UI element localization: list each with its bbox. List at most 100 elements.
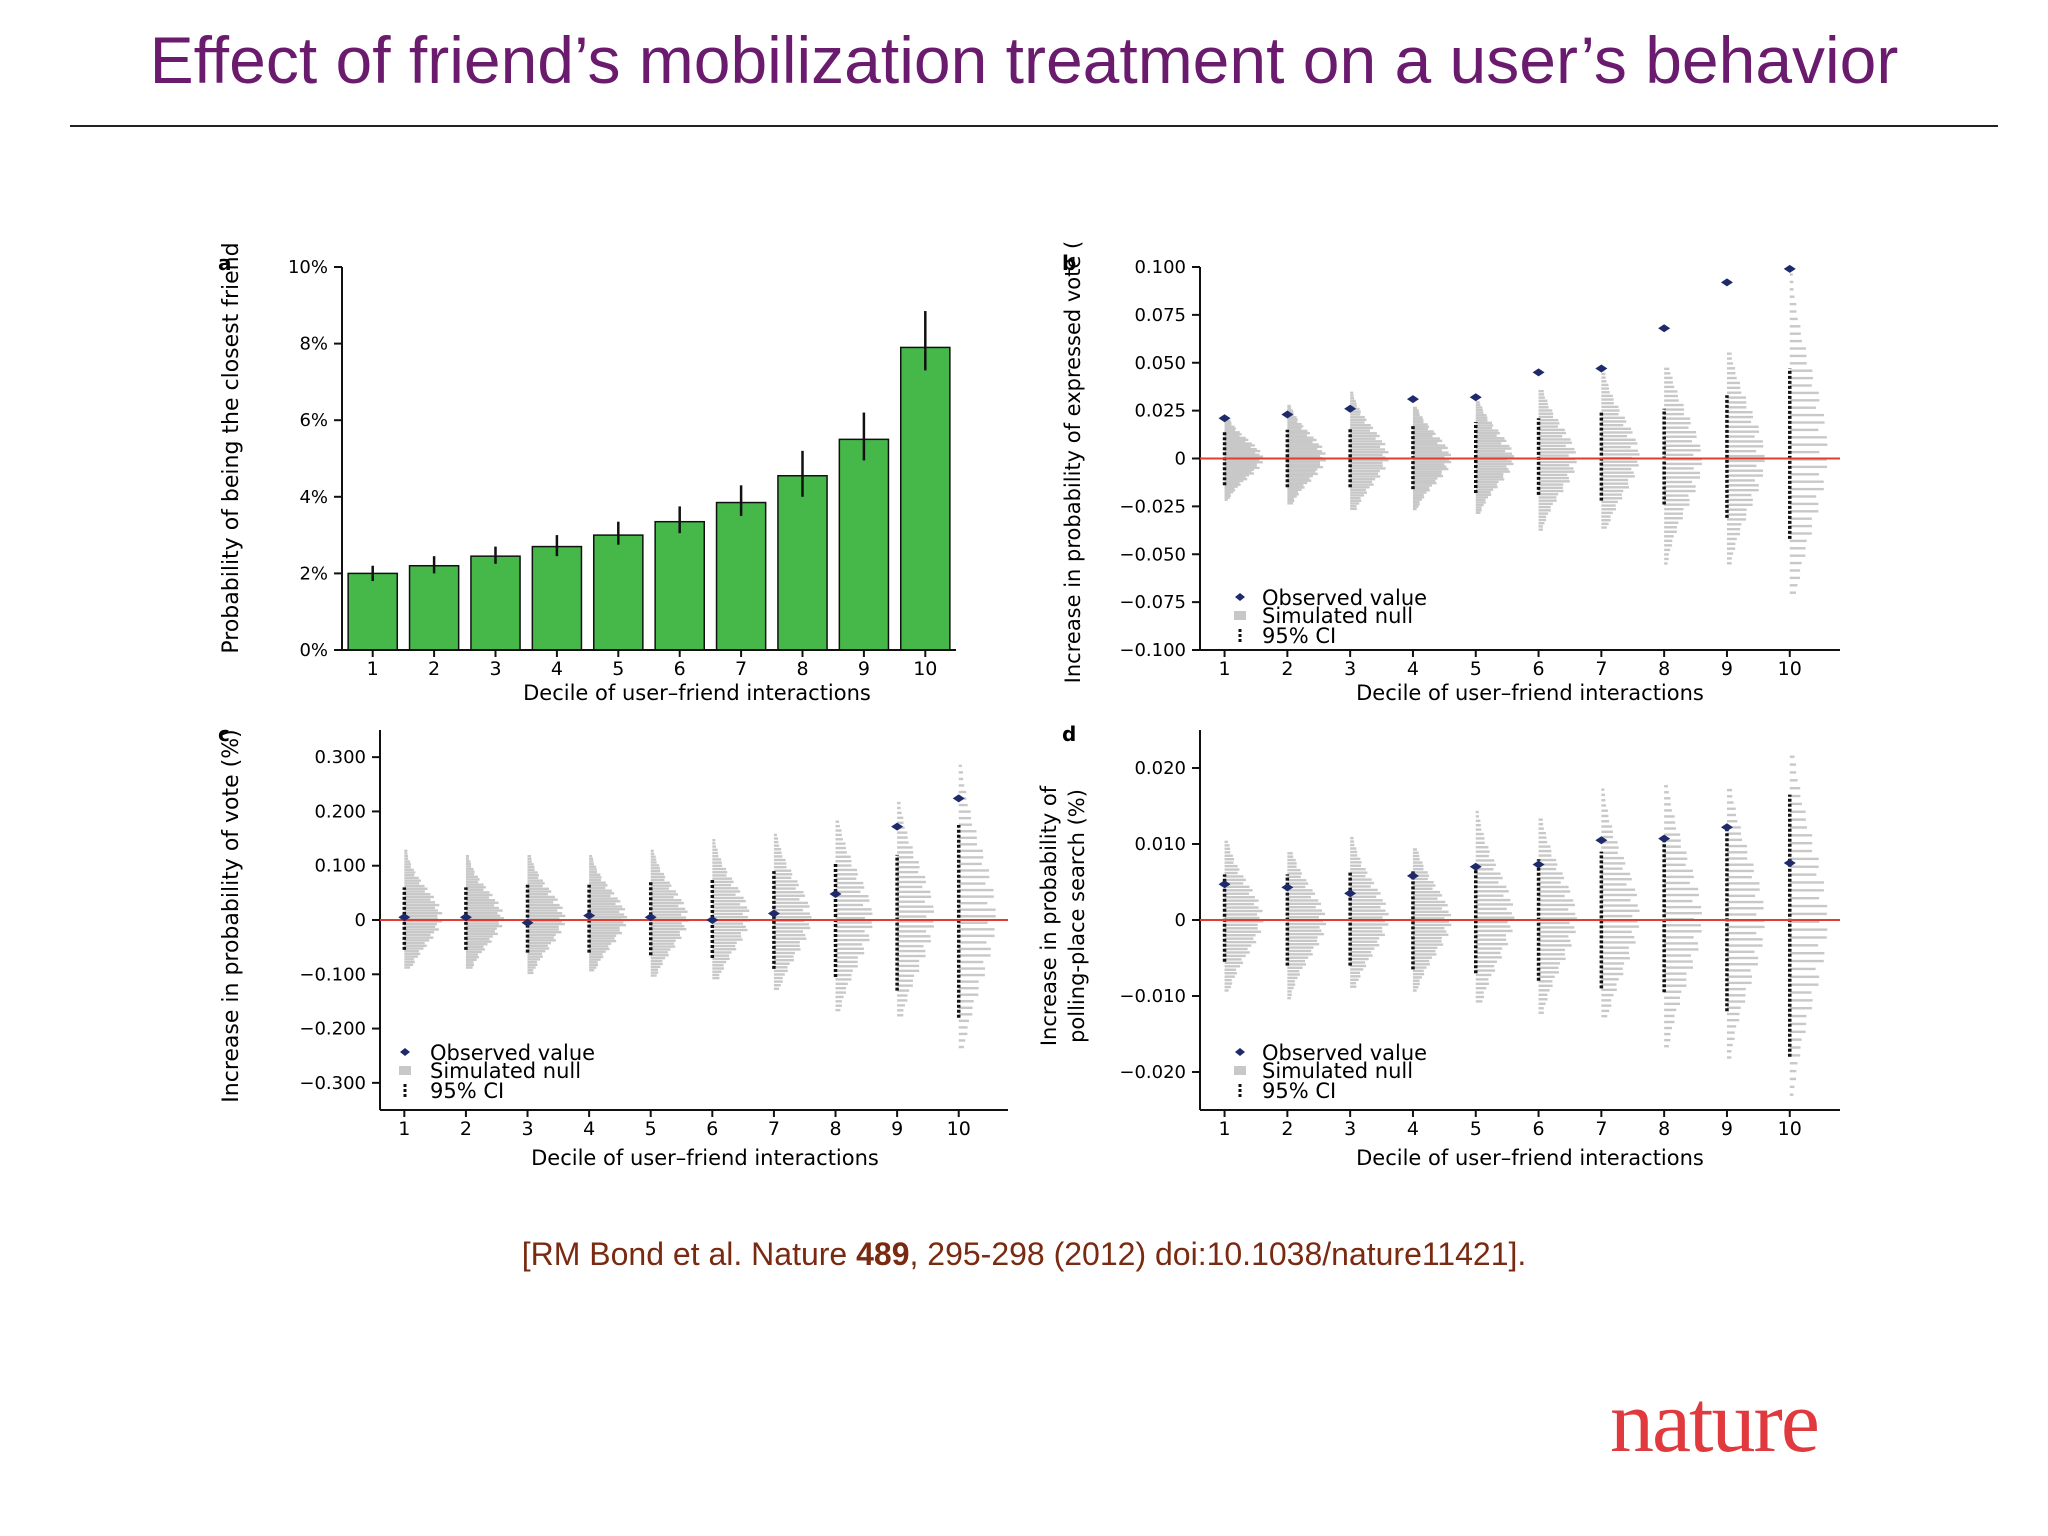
null-strip [589, 937, 615, 940]
null-strip [589, 857, 594, 861]
null-strip [1601, 522, 1609, 526]
null-strip [835, 868, 858, 872]
null-strip [650, 951, 668, 954]
null-strip [465, 943, 488, 946]
null-strip [527, 963, 538, 966]
null-strip [1350, 919, 1386, 923]
null-strip [465, 867, 474, 871]
null-strip [1601, 515, 1611, 518]
null-strip [1412, 425, 1429, 428]
simulated-null-distribution [1664, 785, 1702, 1048]
null-strip [404, 860, 411, 863]
null-strip [1412, 406, 1417, 410]
null-strip [712, 944, 736, 948]
null-strip [1224, 985, 1231, 989]
null-strip [650, 959, 663, 963]
null-strip [589, 910, 620, 914]
null-strip [1601, 475, 1635, 478]
null-strip [897, 1014, 904, 1017]
null-strip [1412, 877, 1428, 881]
observed-marker [1344, 404, 1357, 413]
null-strip [712, 848, 718, 851]
null-strip [1601, 920, 1638, 923]
null-strip [1664, 421, 1691, 425]
null-strip [650, 916, 687, 919]
null-strip [1664, 390, 1678, 393]
null-strip [1601, 856, 1624, 860]
null-strip [1224, 972, 1237, 975]
null-strip [1224, 902, 1254, 906]
null-strip [712, 903, 741, 906]
null-strip [1475, 898, 1511, 902]
null-strip [1789, 999, 1813, 1002]
null-strip [1224, 958, 1242, 961]
null-strip [1350, 421, 1365, 424]
simulated-null-distribution [1789, 755, 1828, 1096]
citation-prefix: [RM Bond et al. Nature [521, 1236, 857, 1272]
y-tick-label: 0.025 [1134, 401, 1186, 422]
null-strip [465, 948, 485, 951]
null-strip [1538, 890, 1571, 893]
null-strip [1538, 496, 1557, 499]
null-strip [1350, 453, 1383, 457]
null-strip [1475, 885, 1507, 889]
null-strip [1789, 896, 1820, 900]
null-strip [958, 790, 967, 794]
null-strip [1789, 1054, 1801, 1057]
x-tick-label: 10 [947, 1118, 971, 1140]
null-strip [1726, 420, 1752, 424]
null-strip [1287, 895, 1311, 899]
null-strip [404, 890, 425, 893]
null-strip [527, 879, 543, 882]
null-strip [1224, 913, 1258, 916]
x-tick-label: 4 [551, 658, 563, 680]
observed-marker [1344, 889, 1357, 898]
legend-observed-marker [1235, 593, 1245, 601]
y-axis-label: Probability of being the closest friend [219, 242, 244, 653]
null-strip [1664, 462, 1702, 466]
null-strip [835, 956, 858, 959]
null-strip [958, 895, 994, 898]
null-strip [1475, 444, 1510, 448]
null-strip [1287, 912, 1325, 916]
legend: Observed value Simulated null 95% CI [399, 1041, 595, 1103]
null-strip [527, 947, 550, 950]
null-strip [404, 887, 428, 890]
null-strip [1538, 441, 1572, 444]
null-strip [650, 925, 685, 928]
null-strip [465, 880, 479, 884]
null-strip [465, 862, 471, 866]
x-tick-label: 7 [1595, 1118, 1607, 1140]
null-strip [1412, 927, 1445, 930]
null-strip [1601, 867, 1623, 870]
null-strip [1350, 982, 1357, 985]
null-strip [958, 980, 979, 983]
null-strip [712, 874, 727, 877]
null-strip [958, 928, 995, 931]
null-strip [1350, 397, 1355, 400]
null-strip [465, 911, 498, 915]
null-strip [712, 893, 736, 896]
null-strip [1726, 479, 1755, 482]
null-strip [1601, 988, 1617, 992]
null-strip [1224, 878, 1246, 882]
null-strip [835, 960, 858, 964]
null-strip [897, 1009, 904, 1012]
null-strip [1601, 434, 1628, 438]
null-strip [1538, 980, 1553, 983]
null-strip [1664, 978, 1687, 981]
null-strip [1726, 1000, 1746, 1003]
null-strip [1412, 463, 1445, 466]
null-strip [1475, 480, 1499, 484]
y-tick-label: −0.050 [1119, 544, 1186, 565]
null-strip [773, 865, 787, 869]
null-strip [650, 887, 669, 890]
null-strip [1726, 415, 1754, 419]
simulated-null-distribution [404, 849, 443, 969]
null-strip [589, 897, 618, 900]
null-strip [1538, 863, 1558, 866]
null-strip [1475, 426, 1493, 430]
null-strip [773, 894, 805, 897]
null-strip [1601, 387, 1609, 390]
null-strip [1538, 908, 1569, 911]
